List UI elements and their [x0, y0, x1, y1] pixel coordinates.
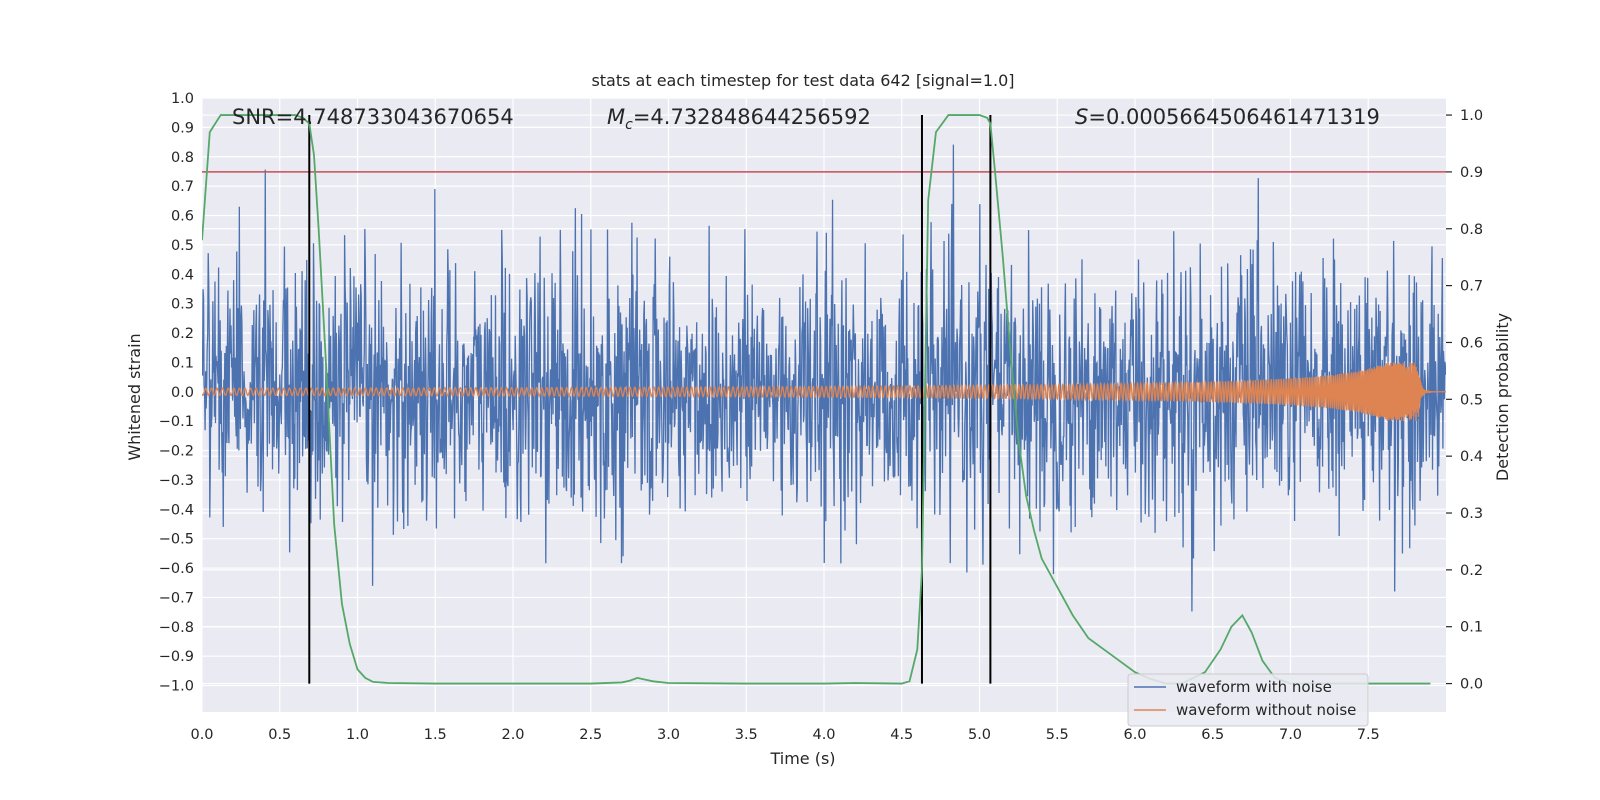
- y-left-tick-label-13: −0.3: [159, 473, 194, 489]
- x-axis-label: Time (s): [769, 749, 835, 768]
- y-right-tick-label-10: 0.0: [1460, 677, 1483, 693]
- y-left-tick-label-8: 0.2: [171, 326, 194, 342]
- y-left-tick-label-4: 0.6: [171, 209, 194, 225]
- y-right-tick-label-5: 0.5: [1460, 392, 1483, 408]
- x-tick-label-14: 7.0: [1279, 727, 1302, 743]
- y-left-tick-label-10: 0.0: [171, 385, 194, 401]
- y-left-tick-label-20: −1.0: [159, 679, 194, 695]
- y-right-tick-label-9: 0.1: [1460, 620, 1483, 636]
- x-tick-label-3: 1.5: [424, 727, 447, 743]
- x-tick-label-11: 5.5: [1046, 727, 1069, 743]
- s-annotation: S=0.0005664506461471319: [1075, 105, 1380, 129]
- snr-annotation: SNR=4.748733043670654: [232, 105, 514, 129]
- x-tick-label-15: 7.5: [1357, 727, 1380, 743]
- y-left-tick-label-16: −0.6: [159, 561, 194, 577]
- y-left-tick-label-2: 0.8: [171, 150, 194, 166]
- y-left-tick-label-12: −0.2: [159, 444, 194, 460]
- y-left-tick-label-0: 1.0: [171, 91, 194, 107]
- y-left-tick-label-19: −0.9: [159, 649, 194, 665]
- y-left-tick-label-9: 0.1: [171, 355, 194, 371]
- y-left-tick-label-14: −0.4: [159, 502, 194, 518]
- y-right-tick-label-3: 0.7: [1460, 279, 1483, 295]
- y-left-tick-label-17: −0.7: [159, 590, 194, 606]
- x-tick-label-5: 2.5: [579, 727, 602, 743]
- y-right-axis-label: Detection probability: [1493, 313, 1512, 481]
- x-tick-label-13: 6.5: [1201, 727, 1224, 743]
- x-tick-label-6: 3.0: [657, 727, 680, 743]
- x-tick-label-9: 4.5: [890, 727, 913, 743]
- legend-label-clean: waveform without noise: [1176, 701, 1356, 719]
- x-tick-label-10: 5.0: [968, 727, 991, 743]
- clean-waveform-line: [202, 362, 1446, 422]
- y-left-tick-label-5: 0.5: [171, 238, 194, 254]
- chirp-mass-symbol: M: [607, 105, 625, 129]
- y-right-tick-label-1: 0.9: [1460, 165, 1483, 181]
- chart-title: stats at each timestep for test data 642…: [591, 71, 1014, 90]
- legend-label-noisy: waveform with noise: [1176, 678, 1332, 696]
- legend: waveform with noise waveform without noi…: [1127, 673, 1369, 727]
- legend-box: [1127, 673, 1369, 727]
- chirp-mass-annotation: Mc=4.732848644256592: [607, 105, 871, 133]
- s-symbol: S: [1075, 105, 1088, 129]
- x-tick-label-2: 1.0: [346, 727, 369, 743]
- y-right-tick-label-6: 0.4: [1460, 449, 1483, 465]
- y-left-tick-label-1: 0.9: [171, 120, 194, 136]
- y-left-tick-label-18: −0.8: [159, 620, 194, 636]
- chirp-mass-subscript: c: [625, 117, 633, 133]
- x-tick-label-1: 0.5: [268, 727, 291, 743]
- x-tick-label-0: 0.0: [190, 727, 213, 743]
- series-waveform-without-noise: [202, 362, 1446, 422]
- y-left-tick-label-3: 0.7: [171, 179, 194, 195]
- y-right-tick-label-4: 0.6: [1460, 335, 1483, 351]
- x-axis-ticks: 0.0 0.5 1.0 1.5 2.0 2.5 3.0 3.5 4.0 4.5 5.0 5.5 6.0 6…: [190, 727, 1379, 743]
- y-right-tick-label-0: 1.0: [1460, 108, 1483, 124]
- x-tick-label-8: 4.0: [812, 727, 835, 743]
- y-left-axis-ticks: 1.0 0.9 0.8 0.7 0.6 0.5 0.4 0.3 0.2 0.1 0.0 −0.1 −0.…: [159, 91, 194, 695]
- y-right-tick-label-8: 0.2: [1460, 563, 1483, 579]
- y-left-tick-label-11: −0.1: [159, 414, 194, 430]
- series-waveform-with-noise: [202, 144, 1446, 612]
- chirp-mass-value: =4.732848644256592: [633, 105, 871, 129]
- y-right-tick-label-2: 0.8: [1460, 222, 1483, 238]
- y-left-tick-label-15: −0.5: [159, 532, 194, 548]
- y-left-axis-label: Whitened strain: [125, 333, 144, 460]
- y-left-tick-label-6: 0.4: [171, 267, 194, 283]
- x-tick-label-12: 6.0: [1123, 727, 1146, 743]
- s-value: =0.0005664506461471319: [1088, 105, 1380, 129]
- y-right-tick-label-7: 0.3: [1460, 506, 1483, 522]
- detection-lines: [308, 115, 992, 684]
- y-right-axis-ticks: 1.0 0.9 0.8 0.7 0.6 0.5 0.4 0.3 0.2 0.1 0.0: [1446, 108, 1483, 693]
- x-tick-label-4: 2.0: [501, 727, 524, 743]
- noisy-waveform-line: [202, 144, 1446, 612]
- y-left-tick-label-7: 0.3: [171, 297, 194, 313]
- x-tick-label-7: 3.5: [735, 727, 758, 743]
